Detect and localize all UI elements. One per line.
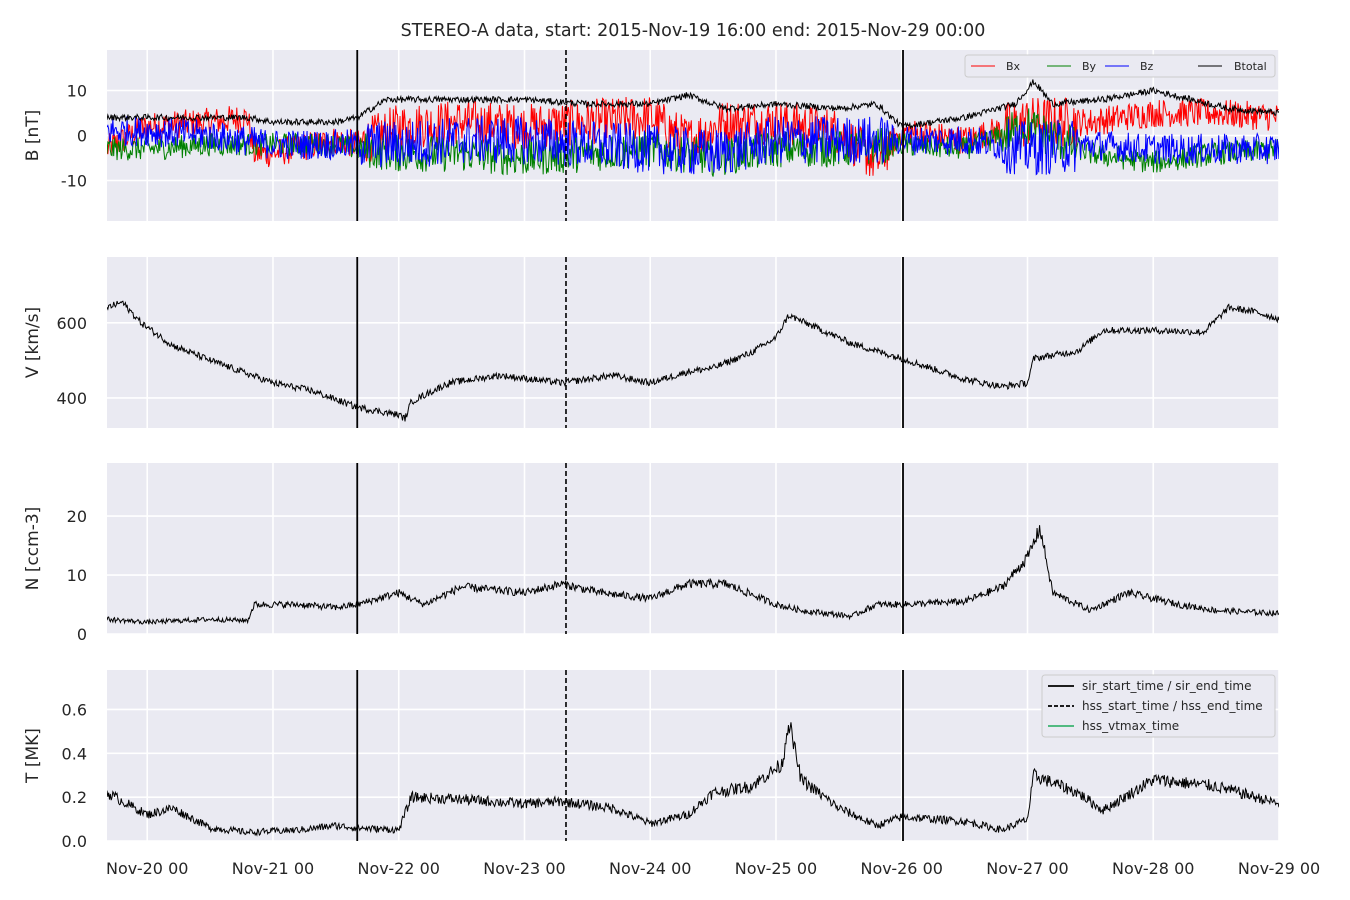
y-tick-label: -10 bbox=[61, 172, 87, 191]
legend-box bbox=[1041, 674, 1276, 738]
x-tick-label: Nov-24 00 bbox=[609, 859, 691, 878]
y-tick-label: 600 bbox=[56, 314, 87, 333]
legend-entry-label: Btotal bbox=[1234, 60, 1267, 73]
y-tick-label: 0.0 bbox=[62, 832, 87, 851]
chart-title: STEREO-A data, start: 2015-Nov-19 16:00 … bbox=[401, 21, 986, 41]
y-axis-label: N [ccm-3] bbox=[23, 507, 43, 591]
y-tick-label: 0 bbox=[77, 127, 87, 146]
legend-entry-label: Bz bbox=[1140, 60, 1154, 73]
x-tick-label: Nov-27 00 bbox=[986, 859, 1068, 878]
x-tick-label: Nov-21 00 bbox=[232, 859, 314, 878]
series-group bbox=[107, 722, 1279, 837]
series-group bbox=[107, 525, 1279, 625]
plot-area-background bbox=[107, 463, 1279, 634]
legend-event-times: sir_start_time / sir_end_time hss_start_t… bbox=[1041, 674, 1276, 738]
panel-3: 0 10 20 N [ccm-3] bbox=[23, 463, 1280, 644]
x-axis-tick-labels: Nov-20 00 Nov-21 00 Nov-22 00 Nov-23 00 Nov-… bbox=[106, 859, 1320, 878]
y-axis-label: B [nT] bbox=[23, 110, 43, 162]
y-tick-label: 10 bbox=[67, 82, 87, 101]
series-line-v bbox=[107, 300, 1279, 422]
legend-entry-label: hss_vtmax_time bbox=[1082, 719, 1179, 733]
series-line-n bbox=[107, 525, 1279, 625]
legend-b-components: Bx By Bz Btotal bbox=[964, 54, 1276, 78]
series-group bbox=[107, 300, 1279, 422]
panel-4: 0.0 0.2 0.4 0.6 T [MK] sir_start_time / sir_e… bbox=[23, 670, 1280, 851]
y-tick-label: 20 bbox=[67, 507, 87, 526]
y-tick-label: 10 bbox=[67, 566, 87, 585]
y-tick-label: 0.4 bbox=[62, 744, 87, 763]
plot-area-background bbox=[107, 257, 1279, 428]
x-tick-label: Nov-26 00 bbox=[861, 859, 943, 878]
panel-2: 400 600 V [km/s] bbox=[23, 257, 1280, 428]
y-tick-label: 400 bbox=[56, 389, 87, 408]
x-tick-label: Nov-23 00 bbox=[483, 859, 565, 878]
y-tick-label: 0 bbox=[77, 625, 87, 644]
x-tick-label: Nov-22 00 bbox=[358, 859, 440, 878]
series-line-btotal bbox=[107, 79, 1279, 130]
x-tick-label: Nov-20 00 bbox=[106, 859, 188, 878]
series-group bbox=[107, 79, 1279, 177]
panels-container: -10 0 10 B [nT] Bx By Bz Btotal 400 600 V [km/s] 0 1… bbox=[23, 50, 1280, 851]
y-axis-label: T [MK] bbox=[23, 728, 43, 784]
panel-1: -10 0 10 B [nT] Bx By Bz Btotal bbox=[23, 50, 1280, 221]
legend-entry-label: Bx bbox=[1006, 60, 1021, 73]
legend-entry-label: By bbox=[1082, 60, 1097, 73]
legend-entry-label: sir_start_time / sir_end_time bbox=[1082, 679, 1252, 693]
y-tick-label: 0.2 bbox=[62, 788, 87, 807]
x-tick-label: Nov-28 00 bbox=[1112, 859, 1194, 878]
y-axis-label: V [km/s] bbox=[23, 307, 43, 378]
legend-entry-label: hss_start_time / hss_end_time bbox=[1082, 699, 1263, 713]
series-line-t bbox=[107, 722, 1279, 837]
series-line-bz bbox=[107, 115, 1279, 176]
y-tick-label: 0.6 bbox=[62, 700, 87, 719]
x-tick-label: Nov-29 00 bbox=[1238, 859, 1320, 878]
x-tick-label: Nov-25 00 bbox=[735, 859, 817, 878]
